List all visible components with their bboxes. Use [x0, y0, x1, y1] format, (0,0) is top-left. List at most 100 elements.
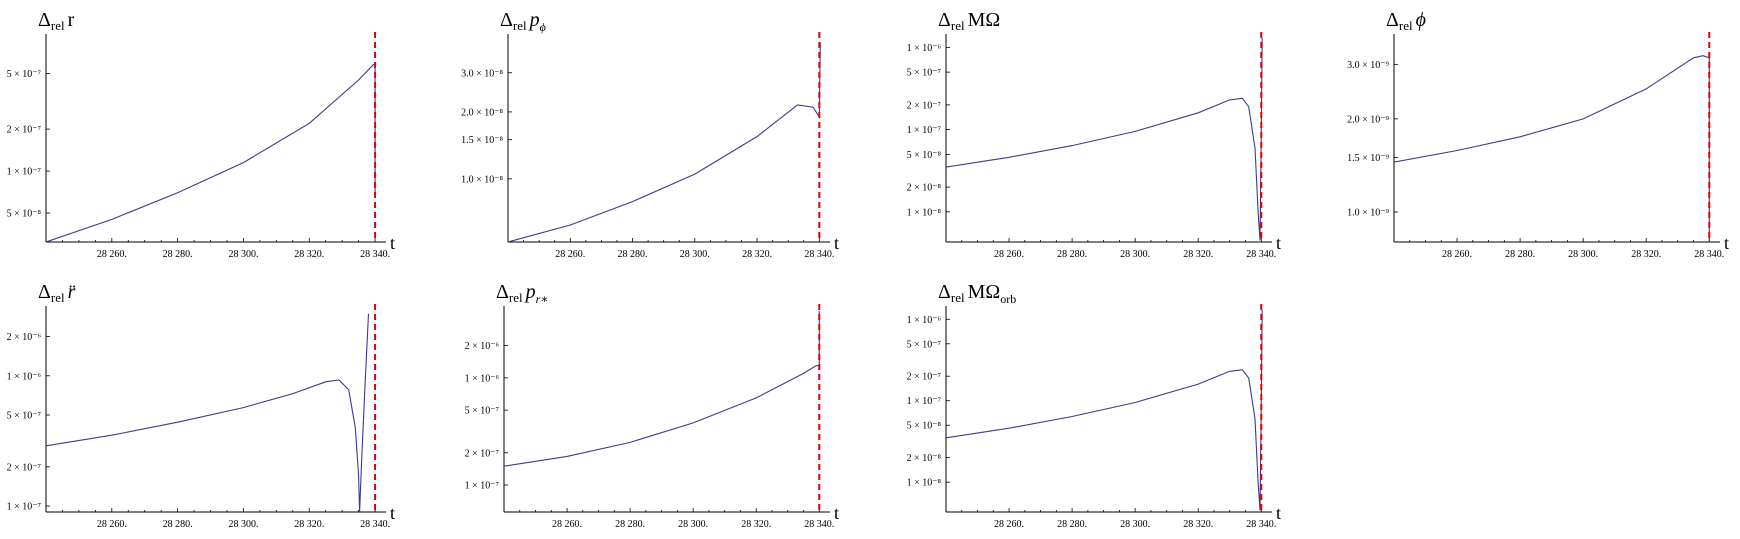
y-tick-label: 5 × 10⁻⁷ — [907, 68, 942, 79]
y-tick-label: 2 × 10⁻⁶ — [7, 332, 42, 343]
title-subscript: rel — [513, 18, 527, 33]
series-line-1 — [508, 42, 821, 242]
x-tick-label: 28 280. — [163, 519, 193, 530]
x-tick-label: 28 280. — [1057, 249, 1087, 260]
chart-panel-7: Δrel MΩorb t 28 260. 28 280. 28 300. 28 320. 28… — [907, 281, 1281, 530]
title-delta: Δ — [1386, 9, 1399, 31]
x-tick-label: 28 280. — [163, 249, 193, 260]
y-tick-label: 2 × 10⁻⁶ — [465, 341, 500, 352]
x-tick-label: 28 260. — [1442, 249, 1472, 260]
y-tick-label: 1.5 × 10⁻⁸ — [461, 135, 503, 146]
x-tick-label: 28 280. — [1057, 519, 1087, 530]
title-variable: MΩ — [968, 281, 1001, 303]
x-tick-label: 28 300. — [1120, 249, 1150, 260]
title-delta: Δ — [38, 281, 51, 303]
chart-title: Δrel MΩ — [938, 9, 1000, 33]
x-tick-label: 28 320. — [741, 519, 771, 530]
title-variable: p — [528, 9, 540, 31]
title-subscript: rel — [509, 290, 523, 305]
x-axis-label: t — [390, 233, 395, 253]
chart-title: Δrel ϕ — [1386, 9, 1426, 33]
chart-title: Δrel pϕ — [500, 9, 546, 34]
title-delta: Δ — [938, 9, 951, 31]
y-tick-label: 2 × 10⁻⁷ — [907, 100, 942, 111]
y-tick-label: 1 × 10⁻⁷ — [7, 502, 42, 513]
y-tick-label: 5 × 10⁻⁸ — [907, 150, 942, 161]
x-tick-label: 28 340. — [1246, 249, 1276, 260]
title-subscript: rel — [51, 290, 65, 305]
y-tick-label: 5 × 10⁻⁷ — [7, 69, 42, 80]
x-tick-label: 28 260. — [994, 249, 1024, 260]
x-tick-label: 28 280. — [618, 249, 648, 260]
title-delta: Δ — [496, 281, 509, 303]
x-tick-label: 28 300. — [678, 519, 708, 530]
x-tick-label: 28 260. — [97, 249, 127, 260]
title-variable-subscript: orb — [1000, 292, 1016, 306]
x-tick-label: 28 340. — [804, 519, 834, 530]
y-tick-label: 1 × 10⁻⁶ — [907, 315, 942, 326]
chart-panel-2: Δrel pϕ t 28 260. 28 280. 28 300. 28 320. 28 34… — [461, 9, 839, 260]
title-delta: Δ — [938, 281, 951, 303]
y-tick-label: 1.0 × 10⁻⁸ — [461, 174, 503, 185]
y-tick-label: 1 × 10⁻⁶ — [465, 373, 500, 384]
series-line-1 — [946, 309, 1263, 511]
y-tick-label: 1 × 10⁻⁸ — [907, 207, 942, 218]
y-tick-label: 1 × 10⁻⁷ — [7, 167, 42, 178]
chart-title: Δrel r̈ — [38, 281, 76, 305]
x-tick-label: 28 320. — [1631, 249, 1661, 260]
chart-panel-5: Δrel r̈ t 28 260. 28 280. 28 300. 28 320. 28 34… — [7, 281, 395, 530]
y-tick-label: 1 × 10⁻⁶ — [7, 371, 42, 382]
y-tick-label: 1.5 × 10⁻⁹ — [1347, 153, 1389, 164]
series-line-1 — [1394, 55, 1710, 242]
chart-title: Δrel pr∗ — [496, 281, 548, 306]
chart-panel-1: Δrel r t 28 260. 28 280. 28 300. 28 320. 28 340… — [7, 9, 395, 260]
y-tick-label: 2 × 10⁻⁷ — [7, 125, 42, 136]
x-axis-label: t — [1276, 503, 1281, 523]
y-tick-label: 1 × 10⁻⁶ — [907, 43, 942, 54]
y-tick-label: 2 × 10⁻⁷ — [465, 448, 500, 459]
x-tick-label: 28 340. — [1246, 519, 1276, 530]
x-tick-label: 28 320. — [294, 249, 324, 260]
x-axis-label: t — [834, 233, 839, 253]
title-subscript: rel — [951, 290, 965, 305]
chart-title: Δrel MΩorb — [938, 281, 1016, 306]
series-line-1 — [46, 64, 376, 242]
title-subscript: rel — [951, 18, 965, 33]
x-axis-label: t — [390, 503, 395, 523]
y-tick-label: 2 × 10⁻⁸ — [907, 183, 942, 194]
title-subscript: rel — [1399, 18, 1413, 33]
x-tick-label: 28 320. — [1183, 519, 1213, 530]
y-tick-label: 1 × 10⁻⁷ — [907, 125, 942, 136]
x-tick-label: 28 340. — [360, 519, 390, 530]
x-tick-label: 28 260. — [97, 519, 127, 530]
x-tick-label: 28 320. — [294, 519, 324, 530]
y-tick-label: 5 × 10⁻⁷ — [465, 406, 500, 417]
x-tick-label: 28 260. — [555, 249, 585, 260]
y-tick-label: 3.0 × 10⁻⁹ — [1347, 60, 1389, 71]
x-tick-label: 28 300. — [228, 249, 258, 260]
series-line-1 — [946, 37, 1263, 241]
title-subscript: rel — [51, 18, 65, 33]
title-variable-subscript: r∗ — [536, 292, 549, 306]
x-axis-label: t — [1724, 233, 1729, 253]
x-tick-label: 28 320. — [1183, 249, 1213, 260]
x-tick-label: 28 340. — [360, 249, 390, 260]
x-axis-label: t — [834, 503, 839, 523]
title-variable: r — [68, 9, 75, 31]
chart-panel-3: Δrel MΩ t 28 260. 28 280. 28 300. 28 320. 28 34… — [907, 9, 1281, 260]
x-tick-label: 28 260. — [994, 519, 1024, 530]
x-tick-label: 28 300. — [1568, 249, 1598, 260]
y-tick-label: 1.0 × 10⁻⁹ — [1347, 208, 1389, 219]
y-tick-label: 5 × 10⁻⁷ — [907, 339, 942, 350]
y-tick-label: 1 × 10⁻⁷ — [907, 396, 942, 407]
chart-panel-6: Δrel pr∗ t 28 260. 28 280. 28 300. 28 320. 28 3… — [465, 281, 839, 530]
y-tick-label: 2 × 10⁻⁷ — [7, 462, 42, 473]
series-line-1 — [46, 313, 370, 512]
chart-panel-4: Δrel ϕ t 28 260. 28 280. 28 300. 28 320. 28 340… — [1347, 9, 1729, 260]
title-variable-subscript: ϕ — [540, 20, 546, 34]
title-delta: Δ — [500, 9, 513, 31]
y-tick-label: 1 × 10⁻⁷ — [465, 481, 500, 492]
title-delta: Δ — [38, 9, 51, 31]
title-variable: r̈ — [68, 281, 76, 303]
y-tick-label: 1 × 10⁻⁸ — [907, 478, 942, 489]
